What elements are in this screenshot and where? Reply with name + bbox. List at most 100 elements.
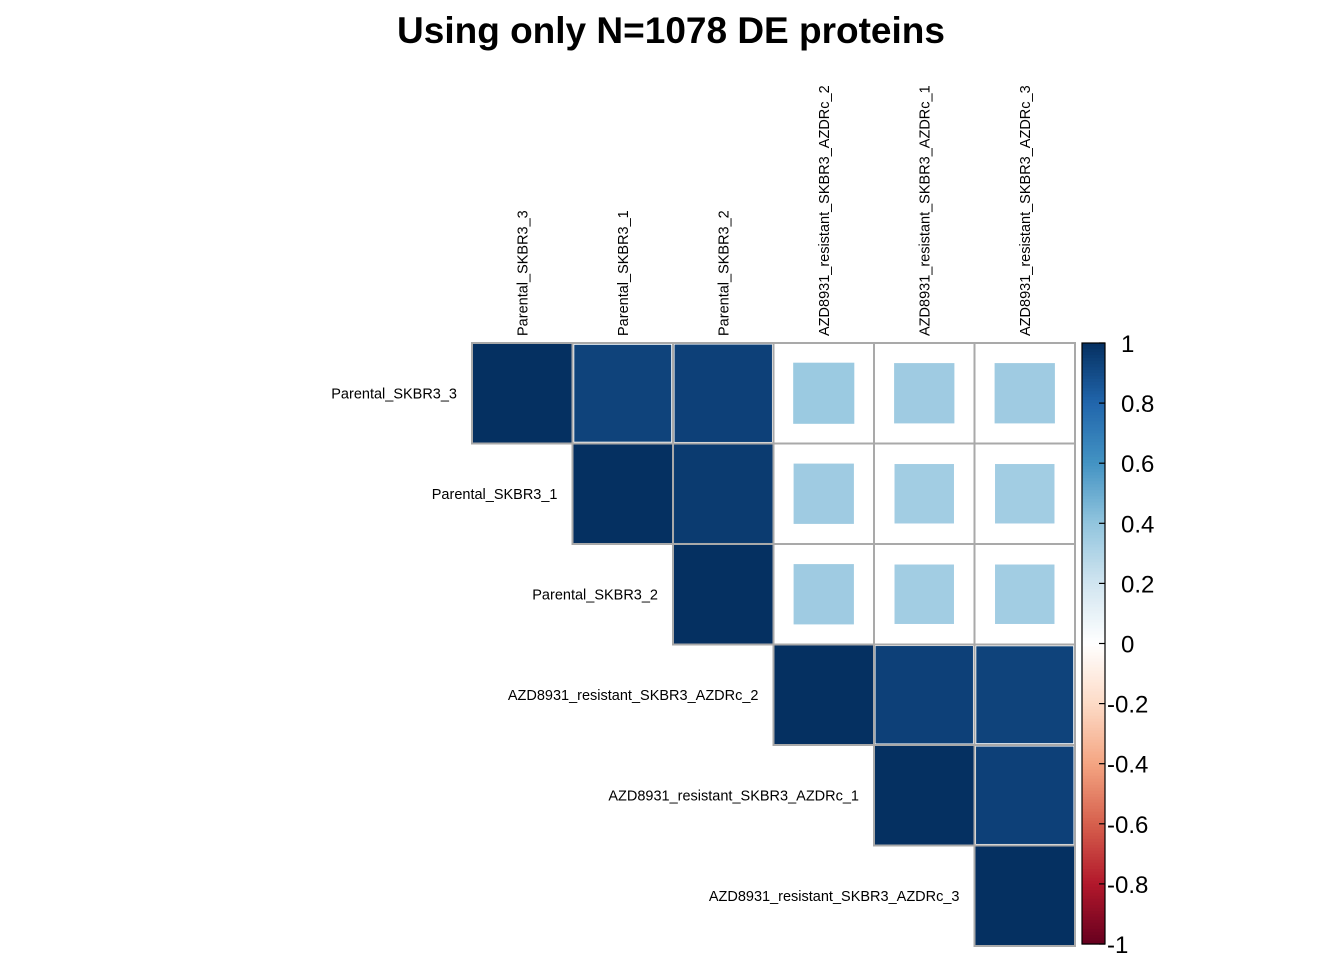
legend-gradient-step <box>1082 529 1105 533</box>
heatmap-cell <box>574 344 672 442</box>
legend-gradient-step <box>1082 787 1105 792</box>
legend-gradient-step <box>1082 781 1105 786</box>
legend-gradient-step <box>1082 487 1105 491</box>
legend-gradient-step <box>1082 406 1105 410</box>
column-label: Parental_SKBR3_1 <box>616 210 632 336</box>
legend-gradient-step <box>1082 421 1105 425</box>
legend-gradient-step <box>1082 922 1105 927</box>
legend-gradient-step <box>1082 586 1105 591</box>
legend-gradient-step <box>1082 715 1105 720</box>
legend-tick-label: 0.4 <box>1121 511 1154 538</box>
legend-gradient-step <box>1082 823 1105 828</box>
legend-gradient-step <box>1082 343 1105 347</box>
legend-gradient-step <box>1082 856 1105 861</box>
column-labels: Parental_SKBR3_3 Parental_SKBR3_1 Parental… <box>515 85 1034 336</box>
legend-gradient-step <box>1082 808 1105 813</box>
legend-gradient-step <box>1082 613 1105 618</box>
legend-gradient-step <box>1082 541 1105 545</box>
legend-gradient-step <box>1082 511 1105 515</box>
legend-gradient-step <box>1082 514 1105 518</box>
legend-gradient-step <box>1082 556 1105 560</box>
legend-gradient-step <box>1082 397 1105 401</box>
legend-gradient-step <box>1082 427 1105 431</box>
legend-tick-label: -1 <box>1107 932 1128 959</box>
legend-gradient-step <box>1082 877 1105 882</box>
legend-gradient-step <box>1082 751 1105 756</box>
legend-gradient-step <box>1082 697 1105 702</box>
legend-gradient-step <box>1082 373 1105 377</box>
legend-gradient-step <box>1082 745 1105 750</box>
legend-gradient-step <box>1082 850 1105 855</box>
column-label: Parental_SKBR3_2 <box>716 210 732 336</box>
legend-gradient-step <box>1082 691 1105 696</box>
heatmap-cell <box>572 443 673 544</box>
legend-gradient-step <box>1082 568 1105 572</box>
legend-gradient-step <box>1082 892 1105 897</box>
row-label: AZD8931_resistant_SKBR3_AZDRc_1 <box>608 788 859 804</box>
legend-gradient-step <box>1082 832 1105 837</box>
legend-gradient-step <box>1082 493 1105 497</box>
legend-gradient-step <box>1082 820 1105 825</box>
legend-gradient-step <box>1082 886 1105 891</box>
legend-gradient-step <box>1082 724 1105 729</box>
legend-gradient-step <box>1082 667 1105 672</box>
legend-gradient-step <box>1082 910 1105 915</box>
legend-tick-label: 0.6 <box>1121 451 1154 478</box>
legend-gradient-step <box>1082 898 1105 903</box>
legend-gradient-step <box>1082 868 1105 873</box>
heatmap-cell <box>995 464 1055 524</box>
legend-tick-label: 0.8 <box>1121 391 1154 418</box>
legend-gradient-step <box>1082 367 1105 371</box>
legend-gradient-step <box>1082 574 1105 578</box>
legend-gradient-step <box>1082 703 1105 708</box>
legend-gradient-step <box>1082 757 1105 762</box>
color-legend: 1 0.8 0.6 0.4 0.2 0 -0.2 -0.4 -0.6 -0.8 -1 <box>1081 331 1154 959</box>
legend-gradient-step <box>1082 589 1105 594</box>
legend-gradient-step <box>1082 853 1105 858</box>
legend-gradient-step <box>1082 739 1105 744</box>
legend-gradient-step <box>1082 907 1105 912</box>
cell-border <box>973 844 1076 947</box>
chart-title: Using only N=1078 DE proteins <box>397 10 945 51</box>
heatmap-cell <box>894 363 955 424</box>
legend-gradient-step <box>1082 637 1105 642</box>
legend-gradient-step <box>1082 706 1105 711</box>
legend-gradient-step <box>1082 361 1105 365</box>
legend-gradient-step <box>1082 496 1105 500</box>
legend-gradient-step <box>1082 532 1105 536</box>
legend-gradient-step <box>1082 628 1105 633</box>
legend-gradient-step <box>1082 601 1105 606</box>
legend-gradient-step <box>1082 847 1105 852</box>
legend-gradient-step <box>1082 670 1105 675</box>
legend-gradient-step <box>1082 562 1105 566</box>
legend-gradient-step <box>1082 673 1105 678</box>
legend-gradient-step <box>1082 436 1105 440</box>
legend-gradient-step <box>1082 865 1105 870</box>
legend-gradient-step <box>1082 748 1105 753</box>
legend-gradient-step <box>1082 682 1105 687</box>
legend-gradient-step <box>1082 928 1105 933</box>
legend-gradient-step <box>1082 469 1105 473</box>
legend-gradient-step <box>1082 838 1105 843</box>
legend-gradient-step <box>1082 598 1105 603</box>
legend-gradient-step <box>1082 793 1105 798</box>
legend-tick-label: -0.4 <box>1107 752 1148 779</box>
legend-gradient-step <box>1082 604 1105 609</box>
legend-gradient-step <box>1082 346 1105 350</box>
heatmap-cell <box>773 644 874 745</box>
legend-gradient-step <box>1082 784 1105 789</box>
legend-gradient-step <box>1082 607 1105 612</box>
legend-gradient-step <box>1082 463 1105 467</box>
legend-gradient-step <box>1082 883 1105 888</box>
heatmap-cell <box>976 746 1074 844</box>
legend-gradient-step <box>1082 391 1105 395</box>
legend-gradient-step <box>1082 619 1105 624</box>
legend-gradient-step <box>1082 547 1105 551</box>
legend-gradient-step <box>1082 916 1105 921</box>
legend-gradient-step <box>1082 481 1105 485</box>
legend-gradient-step <box>1082 919 1105 924</box>
legend-gradient-step <box>1082 766 1105 771</box>
legend-gradient-step <box>1082 655 1105 660</box>
legend-gradient-step <box>1082 679 1105 684</box>
